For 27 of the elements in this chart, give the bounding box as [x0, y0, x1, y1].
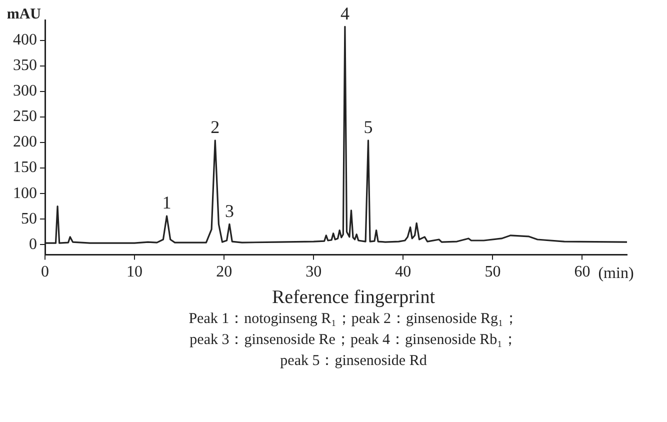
y-tick-label: 100 [13, 184, 37, 202]
x-tick-label: 0 [41, 264, 49, 281]
y-tick-label: 0 [29, 236, 37, 253]
y-tick-label: 50 [21, 210, 37, 228]
x-tick-label: 30 [306, 264, 322, 281]
annotation: 5 [364, 117, 373, 138]
x-tick-label: 20 [216, 264, 232, 281]
x-tick-label: 40 [395, 264, 412, 281]
y-tick-label: 150 [13, 159, 37, 176]
annotation: 1 [162, 192, 172, 213]
y-tick-label: 350 [13, 57, 37, 74]
annotation: 3 [224, 200, 234, 221]
y-axis-title: mAU [6, 6, 42, 22]
text: Reference fingerprint [271, 287, 436, 309]
x-tick-label: 50 [484, 264, 501, 281]
annotation: 2 [210, 117, 220, 138]
text: peak 3：ginsenoside Re；peak 4：ginsenoside Rb₁； [190, 332, 518, 348]
y-tick-label: 400 [13, 32, 37, 49]
x-tick-label: 10 [126, 264, 143, 281]
y-tick-label: 250 [13, 108, 37, 126]
y-tick-label: 300 [13, 82, 37, 100]
x-tick-label: 60 [574, 264, 590, 281]
x-axis-title: (min) [598, 265, 634, 282]
text: Peak 1：notoginseng R₁；peak 2：ginsenoside Rg₁； [188, 311, 518, 327]
annotation: 4 [340, 3, 350, 24]
text: peak 5：ginsenoside Rd [280, 353, 427, 369]
y-tick-label: 200 [13, 134, 37, 151]
